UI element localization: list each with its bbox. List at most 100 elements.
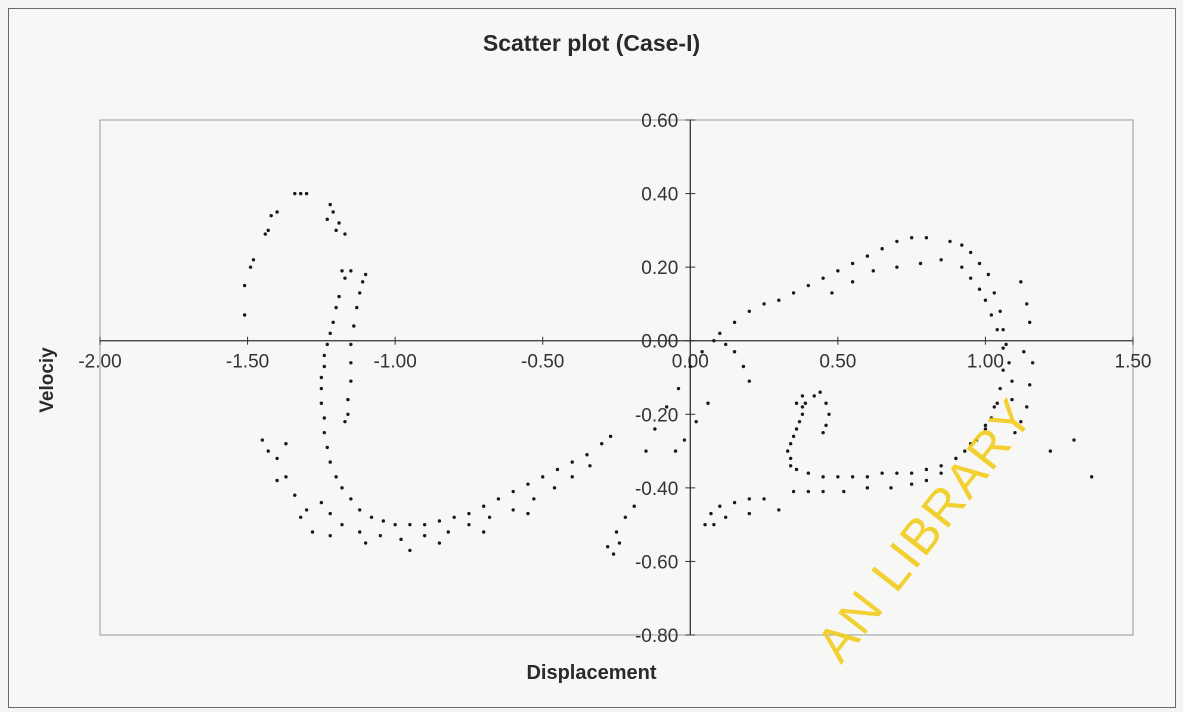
data-point <box>242 313 247 317</box>
data-point <box>1007 361 1011 365</box>
data-point <box>331 320 335 325</box>
data-point <box>588 464 592 468</box>
data-point <box>992 291 996 295</box>
data-point <box>995 327 999 332</box>
data-point <box>724 342 728 347</box>
data-point <box>614 530 619 534</box>
data-point <box>682 438 687 442</box>
x-tick-label: -2.00 <box>78 352 121 373</box>
data-point <box>343 232 347 236</box>
data-point <box>570 475 574 479</box>
data-point <box>275 210 279 214</box>
data-point <box>747 309 752 313</box>
data-point <box>1013 430 1017 435</box>
data-point <box>293 191 297 196</box>
data-point <box>824 423 828 428</box>
data-point <box>865 486 870 490</box>
data-point <box>1010 397 1014 402</box>
data-point <box>963 449 967 453</box>
data-point <box>785 449 790 453</box>
data-point <box>824 401 828 405</box>
data-point <box>794 401 799 405</box>
data-point <box>850 475 855 479</box>
data-point <box>248 265 253 269</box>
data-point <box>977 261 982 266</box>
data-point <box>806 489 811 494</box>
data-point <box>924 236 929 240</box>
y-tick-label: -0.40 <box>635 479 678 500</box>
data-point <box>328 511 332 516</box>
data-point <box>1048 449 1053 453</box>
data-point <box>284 475 288 479</box>
data-point <box>800 394 805 398</box>
data-point <box>325 217 329 222</box>
data-point <box>968 442 973 446</box>
data-point <box>349 497 353 501</box>
data-point <box>747 379 752 383</box>
data-point <box>777 298 781 302</box>
data-point <box>251 258 256 262</box>
data-point <box>381 519 386 523</box>
data-point <box>337 294 341 299</box>
data-point <box>948 239 952 244</box>
data-point <box>998 386 1002 391</box>
data-point <box>700 350 704 354</box>
data-point <box>1025 302 1029 306</box>
data-point <box>821 489 825 494</box>
data-point <box>977 287 982 291</box>
data-point <box>724 515 728 519</box>
data-point <box>673 449 678 453</box>
data-point <box>806 471 811 475</box>
data-point <box>812 394 816 398</box>
data-point <box>989 313 994 317</box>
data-point <box>340 486 344 490</box>
data-point <box>788 456 793 461</box>
data-point <box>349 342 353 347</box>
data-point <box>880 471 884 475</box>
data-point <box>378 533 383 538</box>
data-point <box>1001 346 1005 350</box>
data-point <box>909 482 914 486</box>
data-point <box>653 427 657 431</box>
data-point <box>422 522 427 527</box>
x-tick-label: -1.00 <box>373 352 416 373</box>
data-point <box>319 375 324 380</box>
x-tick-label: -1.50 <box>226 352 269 373</box>
data-point <box>611 552 616 556</box>
x-tick-label: 0.00 <box>672 352 709 373</box>
data-point <box>791 291 796 295</box>
data-point <box>360 280 365 284</box>
data-point <box>600 442 604 446</box>
data-point <box>325 342 329 347</box>
data-point <box>304 508 309 512</box>
data-point <box>1022 350 1026 354</box>
data-point <box>718 331 722 336</box>
data-point <box>340 522 344 527</box>
data-point <box>319 386 324 391</box>
data-point <box>703 522 707 527</box>
data-point <box>836 269 840 273</box>
data-point <box>346 412 350 416</box>
data-point <box>762 302 766 306</box>
data-point <box>623 515 628 519</box>
data-point <box>452 515 456 519</box>
chart-title: Scatter plot (Case-I) <box>482 30 701 56</box>
data-point <box>355 305 359 310</box>
data-point <box>275 478 279 483</box>
data-point <box>328 533 332 538</box>
data-point <box>1072 438 1076 442</box>
data-point <box>358 530 362 534</box>
data-point <box>487 515 492 519</box>
data-point <box>1019 419 1023 424</box>
data-point <box>712 339 716 343</box>
data-point <box>791 489 796 494</box>
data-point <box>989 416 994 420</box>
data-point <box>794 427 799 431</box>
x-axis-label: Displacement <box>526 662 657 684</box>
data-point <box>1001 368 1005 372</box>
data-point <box>526 482 530 486</box>
data-point <box>343 276 347 280</box>
data-point <box>437 519 442 523</box>
data-point <box>821 430 825 435</box>
data-point <box>788 442 793 446</box>
